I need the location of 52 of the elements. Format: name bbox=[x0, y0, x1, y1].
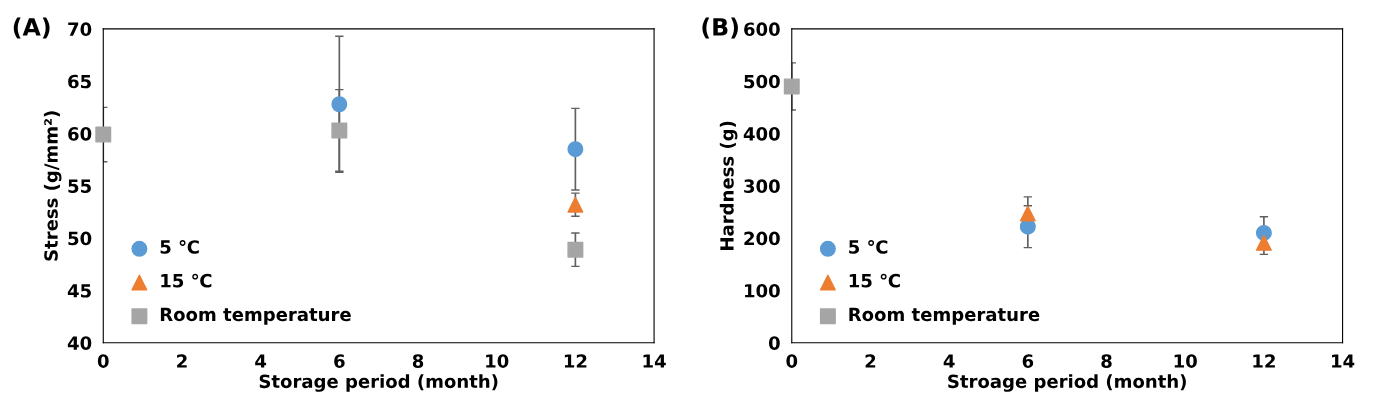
x-tick-label: 0 bbox=[97, 354, 109, 368]
y-tick-label: 45 bbox=[67, 284, 91, 298]
y-tick-label: 70 bbox=[68, 22, 92, 37]
text: (B) bbox=[702, 17, 738, 39]
x-tick-label: 6 bbox=[1022, 354, 1034, 368]
point bbox=[567, 196, 584, 213]
x-tick-label: 8 bbox=[412, 354, 424, 368]
x-tick-label: 4 bbox=[943, 354, 955, 368]
x-tick-label: 10 bbox=[1174, 354, 1197, 368]
point bbox=[567, 241, 584, 258]
y-tick-label: 600 bbox=[744, 22, 780, 37]
x-tick-label: 0 bbox=[786, 354, 798, 368]
x-tick-label: 2 bbox=[865, 354, 876, 368]
legend-label: 5 ℃ bbox=[160, 240, 199, 254]
y-tick-label: 400 bbox=[743, 127, 780, 141]
x-tick-label: 10 bbox=[486, 354, 509, 368]
y-tick-label: 50 bbox=[68, 231, 92, 246]
y-tick-label: 200 bbox=[744, 231, 780, 246]
x-axis-title: Storage period (month) bbox=[259, 374, 498, 392]
y-tick-label: 60 bbox=[68, 127, 92, 141]
legend-label: Room temperature bbox=[160, 307, 351, 325]
legend-label: 15 ℃ bbox=[161, 273, 212, 288]
y-tick-label: 500 bbox=[744, 74, 780, 89]
point bbox=[95, 126, 112, 143]
x-tick-label: 8 bbox=[1101, 354, 1112, 368]
y-tick-label: 0 bbox=[768, 336, 780, 350]
point bbox=[1019, 205, 1036, 222]
y-tick-label: 65 bbox=[68, 74, 91, 89]
point bbox=[1255, 234, 1272, 251]
x-tick-label: 12 bbox=[1253, 354, 1275, 368]
point bbox=[783, 78, 800, 95]
text: (A) bbox=[13, 17, 50, 39]
point bbox=[567, 141, 584, 158]
y-axis-title: Hardness (g) bbox=[719, 121, 738, 250]
legend-label: 15 ℃ bbox=[849, 273, 900, 288]
y-tick-label: 300 bbox=[744, 179, 780, 193]
point bbox=[331, 96, 348, 113]
y-tick-label: 40 bbox=[67, 336, 92, 350]
legend-label: Room temperature bbox=[849, 307, 1040, 325]
x-tick-label: 12 bbox=[564, 354, 587, 368]
x-tick-label: 6 bbox=[334, 354, 345, 368]
point bbox=[1255, 224, 1272, 241]
x-tick-label: 2 bbox=[177, 354, 187, 368]
x-tick-label: 4 bbox=[255, 354, 267, 368]
x-axis-title: Stroage period (month) bbox=[948, 374, 1186, 392]
y-tick-label: 100 bbox=[745, 283, 780, 298]
x-tick-label: 14 bbox=[1332, 354, 1355, 368]
y-tick-label: 55 bbox=[68, 179, 91, 193]
y-axis-title: Stress (g/mm²) bbox=[43, 111, 62, 261]
point bbox=[331, 122, 348, 139]
x-tick-label: 14 bbox=[643, 354, 666, 368]
legend-label: 5 ℃ bbox=[849, 240, 888, 254]
